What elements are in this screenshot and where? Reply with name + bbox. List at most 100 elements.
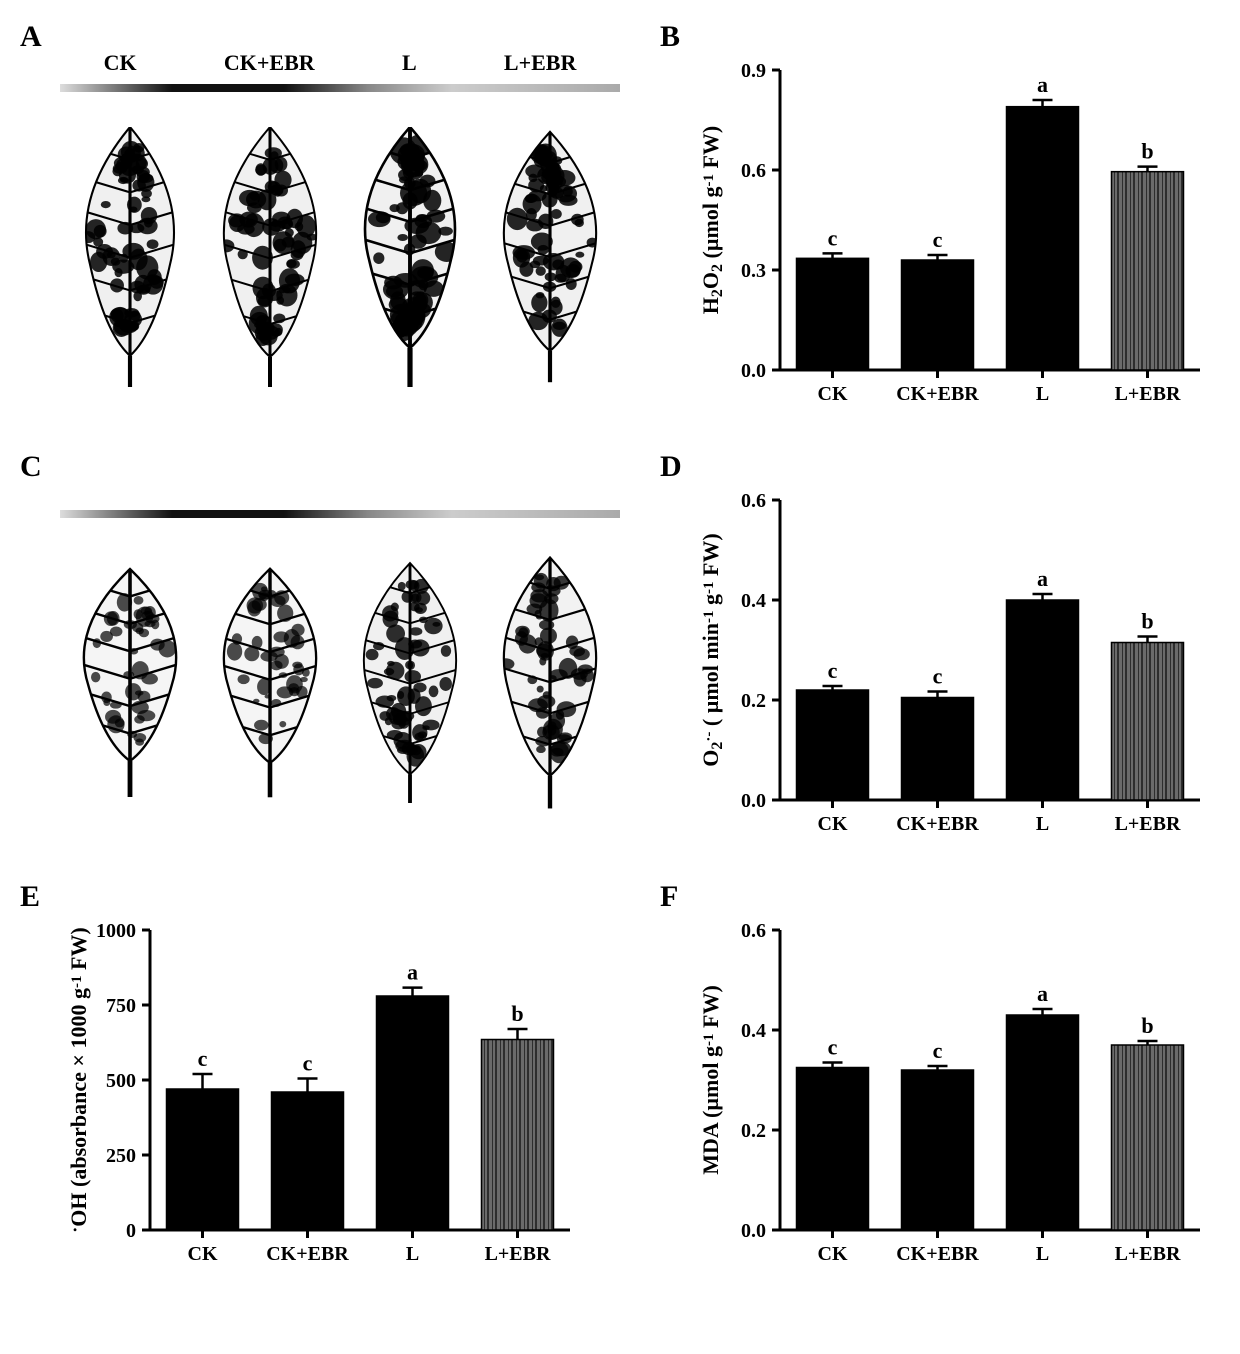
sig-letter: c [198,1046,208,1071]
ytick-label: 0.6 [741,490,766,512]
leaf-label: CK+EBR [224,50,315,76]
leaf [350,127,470,392]
ytick-label: 0.3 [741,260,766,282]
bar [797,1068,869,1231]
ytick-label: 1000 [96,920,136,942]
panel-B: B 0.00.30.60.9cCKcCK+EBRaLbL+EBR H2O2 (µ… [660,20,1220,440]
sig-letter: c [303,1051,313,1076]
leaves-row-C [60,538,620,818]
sig-letter: c [828,1035,838,1060]
ytick-label: 250 [106,1145,136,1167]
panel-letter-C: C [20,450,42,484]
panel-E-chart: 02505007501000cCKcCK+EBRaLbL+EBR ·OH (ab… [60,910,630,1310]
bar [377,996,449,1230]
bar [1007,600,1079,800]
xcat-label: L+EBR [1115,813,1181,835]
xcat-label: L [1036,383,1049,405]
leaf-label: L+EBR [504,50,576,76]
panel-letter-B: B [660,20,680,54]
xcat-label: CK+EBR [896,383,979,405]
xcat-label: L [406,1243,419,1265]
leaves-row-A [60,112,620,392]
leaf-icon [210,553,330,813]
sig-letter: b [1141,1013,1153,1038]
panel-A: A CK CK+EBR L L+EBR [20,20,640,440]
ytick-label: 0.6 [741,920,766,942]
shadow-strip [60,84,620,92]
ytick-label: 0.9 [741,60,766,82]
sig-letter: a [1037,72,1048,97]
leaf-icon [210,127,330,387]
xcat-label: L+EBR [485,1243,551,1265]
xcat-label: L [1036,813,1049,835]
sig-letter: a [1037,981,1048,1006]
panel-F-chart: 0.00.20.40.6cCKcCK+EBRaLbL+EBR MDA (µmol… [690,910,1210,1310]
bar-chart: 0.00.30.60.9cCKcCK+EBRaLbL+EBR H2O2 (µmo… [690,50,1210,430]
xcat-label: CK [818,383,848,405]
bar [797,690,869,800]
panel-D: D 0.00.20.40.6cCKcCK+EBRaLbL+EBR O2·- ( … [660,450,1220,870]
panel-B-chart: 0.00.30.60.9cCKcCK+EBRaLbL+EBR H2O2 (µmo… [690,50,1210,450]
bar [1007,107,1079,370]
panel-C: C [20,450,640,870]
figure-grid: A CK CK+EBR L L+EBR B [20,20,1220,1310]
xcat-label: CK [818,813,848,835]
panel-D-chart: 0.00.20.40.6cCKcCK+EBRaLbL+EBR O2·- ( µm… [690,480,1210,880]
bar [167,1089,239,1230]
xcat-label: CK [188,1243,218,1265]
leaf-icon [350,553,470,813]
leaf-label: L [402,50,417,76]
xcat-label: L [1036,1243,1049,1265]
leaf-icon [490,553,610,813]
bar [1112,643,1184,801]
bar [902,260,974,370]
leaf [210,553,330,818]
sig-letter: b [511,1001,523,1026]
ylabel: MDA (µmol g-1 FW) [698,985,723,1175]
bar [1007,1015,1079,1230]
ytick-label: 0.4 [741,590,766,612]
xcat-label: L+EBR [1115,1243,1181,1265]
ytick-label: 0 [126,1220,136,1242]
leaf [210,127,330,392]
bar [797,258,869,370]
panel-letter-A: A [20,20,42,54]
ytick-label: 0.0 [741,1220,766,1242]
leaf [70,127,190,392]
leaf-icon [490,127,610,387]
xcat-label: CK+EBR [266,1243,349,1265]
bar [1112,172,1184,370]
leaf [490,553,610,818]
panel-A-content: CK CK+EBR L L+EBR [60,50,620,420]
sig-letter: c [933,227,943,252]
leaf-labels-A: CK CK+EBR L L+EBR [60,50,620,80]
ytick-label: 0.2 [741,690,766,712]
bar [272,1092,344,1230]
leaf-icon [70,553,190,813]
leaf-icon [70,127,190,387]
ytick-label: 0.0 [741,360,766,382]
ytick-label: 0.0 [741,790,766,812]
sig-letter: c [828,658,838,683]
bar [1112,1045,1184,1230]
panel-E: E 02505007501000cCKcCK+EBRaLbL+EBR ·OH (… [20,880,640,1310]
leaf-icon [350,127,470,387]
ylabel: O2·- ( µmol min-1 g-1 FW) [698,533,726,767]
ylabel: ·OH (absorbance × 1000 g-1 FW) [65,927,91,1232]
ytick-label: 750 [106,995,136,1017]
leaf-label: CK [104,50,137,76]
bar-chart: 02505007501000cCKcCK+EBRaLbL+EBR ·OH (ab… [60,910,580,1290]
panel-letter-E: E [20,880,40,914]
panel-letter-D: D [660,450,682,484]
sig-letter: c [828,225,838,250]
bar [482,1040,554,1231]
bar-chart: 0.00.20.40.6cCKcCK+EBRaLbL+EBR O2·- ( µm… [690,480,1210,860]
leaf [350,553,470,818]
sig-letter: b [1141,139,1153,164]
ytick-label: 500 [106,1070,136,1092]
xcat-label: CK+EBR [896,813,979,835]
panel-F: F 0.00.20.40.6cCKcCK+EBRaLbL+EBR MDA (µm… [660,880,1220,1310]
sig-letter: a [1037,566,1048,591]
sig-letter: c [933,664,943,689]
ylabel: H2O2 (µmol g-1 FW) [698,126,726,314]
